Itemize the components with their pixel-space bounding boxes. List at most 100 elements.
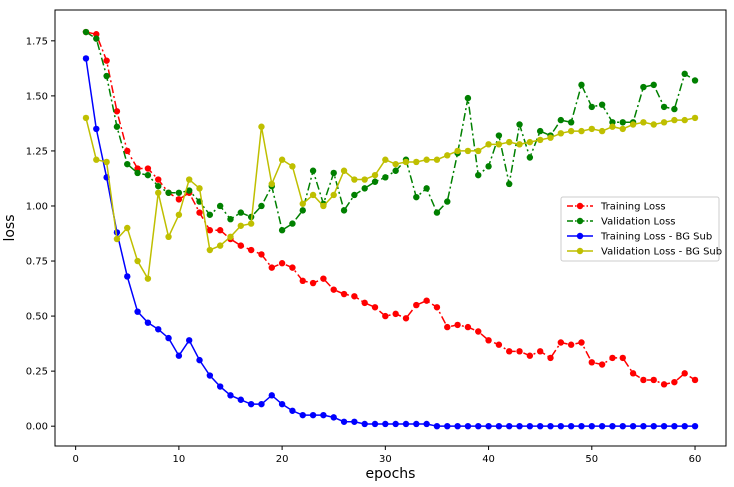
data-point	[309, 191, 317, 199]
data-point	[113, 108, 121, 115]
data-point	[516, 422, 523, 430]
data-point	[93, 31, 100, 38]
data-point	[671, 422, 678, 430]
data-point	[103, 72, 110, 80]
data-point	[340, 207, 348, 214]
y-tick-label: 1.25	[26, 146, 48, 157]
data-point	[660, 381, 668, 388]
data-point	[175, 189, 183, 196]
data-point	[557, 116, 565, 124]
data-point	[227, 215, 234, 223]
data-point	[186, 176, 193, 183]
data-point	[382, 312, 389, 320]
data-point	[340, 167, 348, 174]
data-point	[382, 420, 389, 428]
data-point	[237, 396, 245, 403]
data-point	[93, 156, 100, 163]
data-point	[506, 138, 513, 146]
data-point	[629, 121, 637, 128]
data-point	[165, 189, 172, 196]
data-point	[165, 334, 172, 342]
data-point	[629, 422, 637, 430]
series-layer	[82, 28, 699, 430]
y-tick-label: 0.50	[26, 312, 48, 323]
data-point	[506, 180, 513, 188]
x-tick-label: 40	[482, 454, 495, 465]
x-tick-label: 60	[689, 454, 702, 465]
data-point	[351, 418, 358, 425]
data-point	[506, 348, 513, 355]
data-point	[495, 141, 503, 148]
data-point	[186, 187, 193, 194]
data-point	[526, 138, 534, 146]
legend-label: Training Loss	[600, 202, 666, 213]
data-point	[278, 156, 286, 163]
data-point	[124, 160, 131, 168]
data-point	[475, 171, 482, 179]
data-point	[103, 57, 110, 64]
data-point	[454, 422, 461, 430]
data-point	[392, 160, 399, 168]
data-point	[578, 127, 585, 135]
data-point	[506, 422, 513, 430]
data-point	[247, 400, 255, 408]
data-point	[134, 169, 141, 177]
data-point	[206, 211, 214, 218]
series-2	[82, 28, 699, 234]
data-point	[278, 227, 286, 234]
data-point	[444, 198, 451, 205]
data-point	[382, 156, 389, 163]
data-point	[671, 105, 678, 113]
data-point	[640, 119, 647, 126]
data-point	[588, 125, 595, 133]
data-point	[196, 209, 203, 216]
data-point	[464, 94, 472, 102]
data-point	[526, 352, 534, 359]
data-point	[681, 70, 688, 78]
data-point	[578, 339, 585, 346]
data-point	[299, 200, 306, 207]
data-point	[495, 132, 503, 139]
data-point	[371, 178, 379, 185]
data-point	[196, 185, 203, 192]
data-point	[289, 264, 296, 271]
data-point	[227, 233, 234, 241]
x-tick-label: 30	[379, 454, 392, 465]
data-point	[186, 337, 193, 344]
data-point	[361, 299, 368, 307]
data-point	[309, 279, 317, 287]
data-point	[485, 163, 492, 170]
y-axis-label: loss	[2, 214, 18, 241]
data-point	[526, 154, 534, 161]
data-point	[588, 103, 595, 111]
y-tick-label: 1.00	[26, 201, 48, 212]
data-point	[320, 275, 327, 282]
data-point	[124, 273, 131, 280]
data-point	[609, 123, 616, 130]
data-point	[371, 420, 379, 428]
data-point	[278, 260, 286, 267]
data-point	[103, 158, 110, 166]
data-point	[216, 242, 224, 249]
data-point	[206, 372, 214, 379]
data-point	[475, 328, 482, 335]
data-point	[423, 297, 430, 304]
data-point	[485, 141, 492, 148]
data-point	[361, 176, 368, 183]
data-point	[361, 185, 368, 192]
data-point	[196, 356, 203, 364]
data-point	[516, 348, 523, 355]
data-point	[485, 337, 492, 344]
data-point	[619, 354, 626, 362]
data-point	[216, 227, 224, 234]
data-point	[640, 83, 647, 91]
data-point	[619, 422, 626, 430]
legend-label: Validation Loss - BG Sub	[601, 247, 722, 258]
data-point	[691, 376, 699, 384]
data-point	[536, 127, 544, 135]
data-point	[681, 422, 688, 430]
data-point	[547, 422, 554, 430]
data-point	[423, 185, 430, 192]
data-point	[134, 308, 141, 315]
